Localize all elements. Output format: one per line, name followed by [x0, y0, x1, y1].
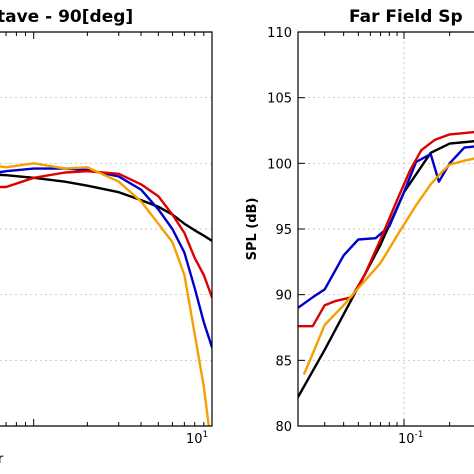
right-y-tick-label: 100 — [267, 157, 292, 172]
right-series — [298, 130, 474, 399]
left-axes-frame — [0, 31, 213, 427]
left-series-line-3 — [0, 170, 212, 299]
right-series-line-3 — [298, 130, 474, 328]
right-x-tick-label-base: 10 — [398, 432, 415, 447]
left-grid — [0, 32, 213, 426]
right-y-tick-label: 80 — [275, 420, 292, 435]
left-x-tick-label: 101 — [186, 430, 208, 447]
left-series-line-1 — [0, 173, 212, 242]
left-x-tick-label-exp: 1 — [203, 430, 209, 440]
left-series-line-4 — [0, 162, 210, 426]
right-x-tick-label: 10-1 — [398, 430, 424, 447]
left-x-tick-label-base: 10 — [186, 432, 203, 447]
right-y-tick-label: 90 — [275, 289, 292, 304]
right-y-tick-label: 95 — [275, 223, 292, 238]
right-x-ticks — [297, 32, 451, 426]
left-series-line-2 — [0, 167, 212, 349]
right-y-tick-label: 85 — [275, 354, 292, 369]
left-chart-title: tave - 90[deg] — [0, 7, 133, 27]
right-y-tick-label: 105 — [267, 92, 292, 107]
right-chart-title: Far Field Sp — [349, 7, 463, 27]
right-y-axis-label: SPL (dB) — [245, 198, 260, 261]
right-grid — [298, 32, 474, 426]
left-series — [0, 162, 212, 426]
right-series-line-4 — [303, 157, 474, 375]
left-x-ticks — [5, 32, 213, 426]
chart-left: tave - 90[deg] r 101 — [0, 7, 213, 467]
right-y-ticks: 80 85 90 95 100 105 110 — [267, 26, 305, 435]
right-x-tick-label-exp: -1 — [415, 430, 424, 440]
right-series-line-2 — [298, 145, 474, 309]
right-series-line-1 — [298, 140, 474, 399]
left-xlabel-fragment: r — [0, 452, 4, 467]
right-y-tick-label: 110 — [267, 26, 292, 41]
